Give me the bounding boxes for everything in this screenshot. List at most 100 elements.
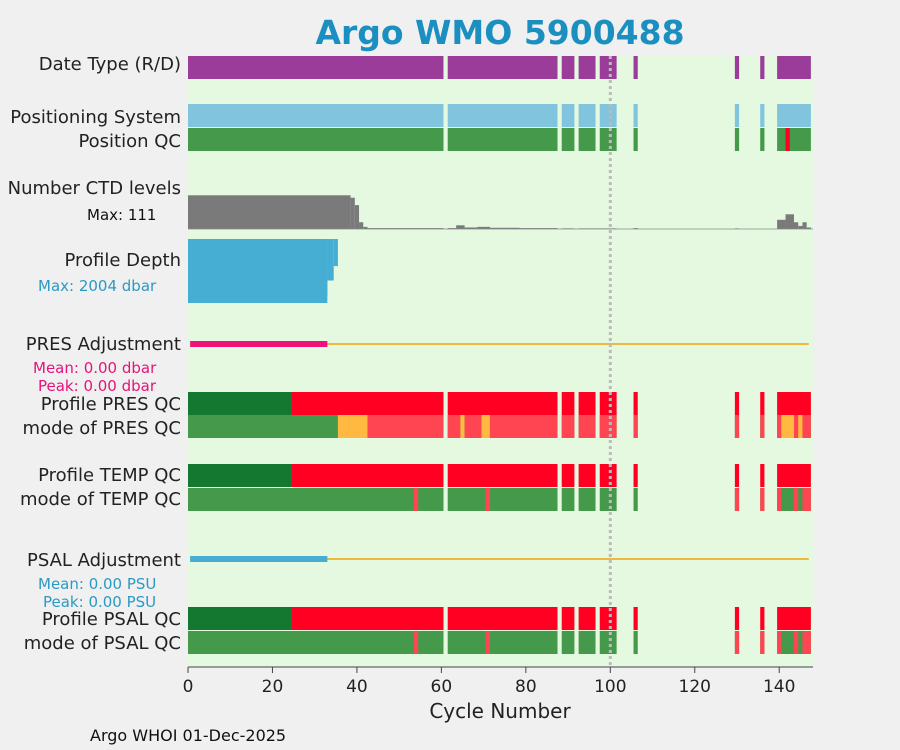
profile-psal-qc-bar	[561, 607, 575, 630]
profile-temp-qc-bar	[561, 464, 575, 487]
mode-pres-qc-flag	[781, 415, 786, 438]
mode-psal-qc-flag	[734, 631, 740, 654]
position-qc-bar	[188, 128, 444, 151]
mode-temp-qc-bar	[561, 488, 575, 511]
profile-psal-qc-bar	[777, 607, 811, 630]
mode-psal-qc-bar	[599, 631, 617, 654]
mode-psal-qc-flag	[413, 631, 419, 654]
profile-pres-qc-bar	[447, 392, 558, 415]
date-type-bar	[447, 56, 558, 79]
profile-pres-qc-bar	[291, 392, 444, 415]
mode-pres-qc-flag	[481, 415, 490, 438]
ctd-levels-bar	[350, 197, 355, 229]
profile-pres-qc-bar	[633, 392, 638, 415]
positioning-system-bar	[578, 104, 596, 127]
mode-psal-qc-bar	[188, 631, 444, 654]
x-tick-label: 120	[679, 677, 711, 697]
row-label-profile-depth: Profile Depth	[64, 250, 181, 271]
x-tick-label: 0	[183, 677, 194, 697]
mode-pres-qc-flag	[633, 415, 638, 438]
annotation-depth-max: Max: 2004 dbar	[38, 277, 157, 295]
profile-psal-qc-bar	[599, 607, 617, 630]
profile-pres-qc-bar	[599, 392, 617, 415]
profile-psal-qc-bar	[291, 607, 444, 630]
row-label-mode-psal-qc: mode of PSAL QC	[24, 633, 181, 654]
mode-psal-qc-bar	[578, 631, 596, 654]
profile-depth-bar	[188, 239, 328, 303]
x-axis-label: Cycle Number	[429, 699, 571, 723]
position-qc-bar	[561, 128, 575, 151]
mode-temp-qc-bar	[599, 488, 617, 511]
positioning-system-bar	[447, 104, 558, 127]
row-label-profile-pres-qc: Profile PRES QC	[41, 394, 181, 415]
mode-pres-qc-flag	[489, 415, 558, 438]
profile-temp-qc-bar	[760, 464, 765, 487]
profile-depth-bar	[327, 239, 334, 281]
profile-psal-qc-bar	[578, 607, 596, 630]
mode-pres-qc-flag	[734, 415, 740, 438]
date-type-bar	[633, 56, 638, 79]
profile-temp-qc-bar	[291, 464, 444, 487]
mode-temp-qc-bar	[633, 488, 638, 511]
mode-psal-qc-bar	[633, 631, 638, 654]
mode-temp-qc-flag	[760, 488, 765, 511]
profile-pres-qc-bar	[734, 392, 740, 415]
x-tick-label: 40	[346, 677, 368, 697]
position-qc-bad-flag	[785, 128, 790, 151]
profile-temp-qc-bar	[633, 464, 638, 487]
date-type-bar	[188, 56, 444, 79]
ctd-levels-bar	[359, 222, 364, 229]
position-qc-bar	[447, 128, 558, 151]
positioning-system-bar	[561, 104, 575, 127]
ctd-levels-bar	[777, 219, 786, 229]
ctd-levels-bar	[798, 225, 803, 229]
mode-pres-qc-flag	[561, 415, 575, 438]
mode-pres-qc-flag	[367, 415, 444, 438]
chart-marks	[188, 56, 813, 654]
ctd-levels-bar	[633, 228, 638, 229]
position-qc-bar	[599, 128, 617, 151]
profile-pres-qc-bar	[578, 392, 596, 415]
profile-pres-qc-bar	[760, 392, 765, 415]
footer-text: Argo WHOI 01-Dec-2025	[90, 726, 286, 745]
mode-temp-qc-bar	[447, 488, 558, 511]
mode-pres-qc-flag	[447, 415, 461, 438]
date-type-bar	[760, 56, 765, 79]
mode-temp-qc-flag	[485, 488, 490, 511]
ctd-levels-bar	[447, 228, 457, 229]
position-qc-bar	[633, 128, 638, 151]
ctd-levels-bar	[367, 228, 444, 229]
date-type-bar	[599, 56, 617, 79]
x-tick-label: 100	[594, 677, 626, 697]
ctd-levels-bar	[785, 214, 794, 229]
row-label-positioning-system: Positioning System	[10, 107, 181, 128]
profile-psal-qc-bar	[633, 607, 638, 630]
ctd-levels-bar	[489, 227, 520, 229]
row-label-mode-pres-qc: mode of PRES QC	[23, 418, 181, 439]
profile-pres-qc-bar	[188, 392, 292, 415]
position-qc-bar	[777, 128, 811, 151]
mode-temp-qc-bar	[578, 488, 596, 511]
x-tick-label: 140	[763, 677, 795, 697]
positioning-system-bar	[599, 104, 617, 127]
row-label-date-type: Date Type (R/D)	[39, 54, 181, 75]
date-type-bar	[777, 56, 811, 79]
date-type-bar	[578, 56, 596, 79]
mode-pres-qc-flag	[760, 415, 765, 438]
ctd-levels-bar	[464, 227, 478, 229]
mode-psal-qc-flag	[760, 631, 765, 654]
profile-temp-qc-bar	[599, 464, 617, 487]
ctd-levels-bar	[188, 195, 351, 229]
profile-psal-qc-bar	[447, 607, 558, 630]
row-label-ctd-levels: Number CTD levels	[8, 178, 181, 199]
x-tick-label: 60	[431, 677, 453, 697]
ctd-levels-bar	[519, 228, 558, 229]
ctd-levels-bar	[806, 227, 811, 229]
row-label-mode-temp-qc: mode of TEMP QC	[20, 489, 181, 510]
positioning-system-bar	[734, 104, 740, 127]
profile-temp-qc-bar	[734, 464, 740, 487]
mode-temp-qc-flag	[802, 488, 811, 511]
x-tick-label: 20	[262, 677, 284, 697]
positioning-system-bar	[633, 104, 638, 127]
